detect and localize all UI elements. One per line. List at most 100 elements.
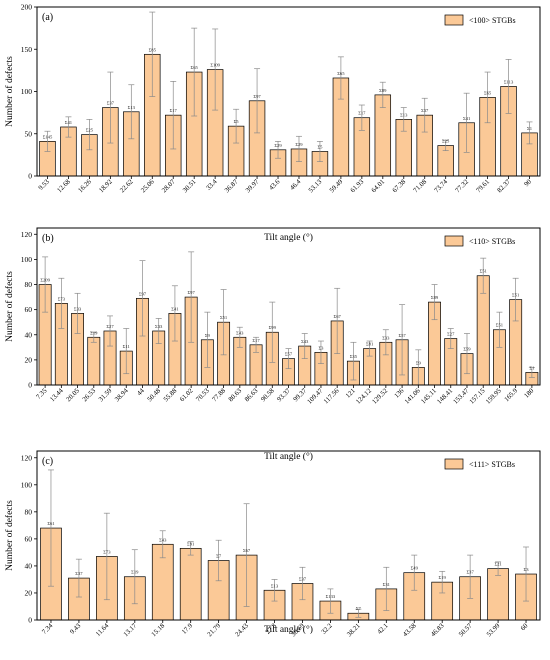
legend-swatch [444, 458, 464, 470]
x-tick-label: 71.08 [412, 178, 428, 194]
x-tick-label: 9.43 [69, 622, 83, 636]
x-tick-label: 86.63 [244, 387, 260, 403]
x-tick-label: 16.26 [77, 178, 93, 194]
error-bar [236, 326, 243, 348]
error-bar [512, 277, 519, 322]
x-axis-label: Tilt angle (°) [264, 232, 313, 243]
bar-label: Σ59 [463, 347, 471, 352]
error-bar [316, 141, 323, 162]
x-tick-label: 59.49 [329, 178, 345, 194]
error-bar [188, 251, 195, 343]
x-tick-label: 9.53 [38, 178, 52, 192]
bar-label: Σ13 [271, 583, 279, 588]
x-tick-label: 50.57 [458, 622, 474, 638]
y-tick-label: 40 [25, 561, 33, 570]
bar-label: Σ3 [318, 345, 324, 350]
y-tick-label: 80 [25, 507, 33, 516]
bar-label: Σ37 [421, 108, 429, 113]
bar-label: Σ13 [400, 112, 408, 117]
x-tick-label: 77.32 [454, 178, 470, 194]
x-tick-label: 15.18 [150, 622, 166, 638]
bar-label: Σ133 [326, 594, 336, 599]
bar-label: Σ73 [103, 549, 111, 554]
y-tick-label: 0 [28, 172, 32, 181]
x-tick-label: 32.2 [320, 622, 334, 636]
y-tick-label: 120 [21, 230, 33, 239]
bar-label: Σ41 [65, 120, 73, 125]
x-tick-label: 20.05 [65, 387, 81, 403]
error-bar [358, 104, 365, 131]
error-bar [155, 318, 162, 344]
bar-label: Σ91 [187, 541, 195, 546]
bar-label: Σ11 [123, 344, 131, 349]
bar-label: Σ99 [269, 325, 277, 330]
y-tick-label: 0 [28, 381, 32, 390]
legend: <110> STGBs [444, 235, 515, 247]
error-bar [379, 81, 386, 108]
error-bar [65, 116, 72, 138]
error-bar [295, 135, 302, 162]
bar-label: Σ57 [285, 352, 293, 357]
bar-label: Σ43 [159, 537, 167, 542]
error-bar [254, 68, 261, 134]
error-bar [505, 59, 512, 114]
x-tick-label: 77.88 [211, 387, 227, 403]
error-bar [327, 588, 334, 614]
bar-label: Σ7 [216, 554, 222, 559]
x-tick-label: 11.64 [95, 622, 111, 638]
bar-label: Σ35 [350, 354, 358, 359]
error-bar [431, 284, 438, 321]
bar [87, 336, 101, 386]
bar-label: Σ51 [512, 293, 520, 298]
x-tick-label: 157.15 [468, 387, 487, 406]
bar-label: Σ19 [131, 570, 139, 575]
error-bar [149, 11, 156, 97]
error-bar [337, 56, 344, 100]
error-bar [463, 333, 470, 375]
error-bar [366, 340, 373, 357]
bar-label: Σ37 [466, 570, 474, 575]
bar-label: Σ29 [274, 143, 282, 148]
error-bar [382, 329, 389, 356]
bar-label: Σ37 [107, 101, 115, 106]
error-bar [103, 512, 110, 601]
bar-label: Σ51 [496, 323, 504, 328]
error-bar [355, 608, 362, 618]
x-tick-label: 79.61 [475, 178, 491, 194]
y-tick-label: 60 [25, 534, 33, 543]
legend-swatch [444, 14, 464, 26]
error-bar [334, 287, 341, 354]
bar-label: Σ89 [431, 295, 439, 300]
x-tick-label: 13.44 [49, 387, 65, 403]
bar-label: Σ89 [379, 88, 387, 93]
x-tick-label: 12.68 [56, 178, 72, 194]
error-bar [480, 257, 487, 294]
error-bar [411, 554, 418, 591]
x-tick-label: 21.79 [206, 622, 222, 638]
bar-label: Σ43 [301, 339, 309, 344]
x-tick-label: 25.06 [140, 178, 156, 194]
error-bar [383, 566, 390, 611]
bar-label: Σ41 [463, 116, 471, 121]
bar-label: Σ73 [58, 296, 66, 301]
x-tick-label: 43.58 [402, 622, 418, 638]
error-bar [253, 336, 260, 353]
x-tick-label: 165.9 [503, 387, 519, 403]
bar-label: Σ65 [484, 90, 492, 95]
error-bar [90, 331, 97, 343]
x-tick-label: 18.92 [98, 178, 114, 194]
x-tick-label: 50.48 [146, 387, 162, 403]
x-axis-label: Tilt angle (°) [264, 451, 313, 462]
error-bar [447, 328, 454, 349]
bar-label: Σ51 [220, 315, 228, 320]
x-tick-label: 90.58 [260, 387, 276, 403]
bar-label: Σ97 [139, 291, 147, 296]
bar-label: Σ27 [447, 332, 455, 337]
error-bar [58, 277, 65, 329]
bar-label: Σ17 [358, 111, 366, 116]
x-tick-label: 124.12 [355, 387, 374, 406]
y-tick-label: 80 [25, 280, 33, 289]
y-tick-label: 40 [25, 330, 33, 339]
x-tick-label: 46.83 [430, 622, 446, 638]
